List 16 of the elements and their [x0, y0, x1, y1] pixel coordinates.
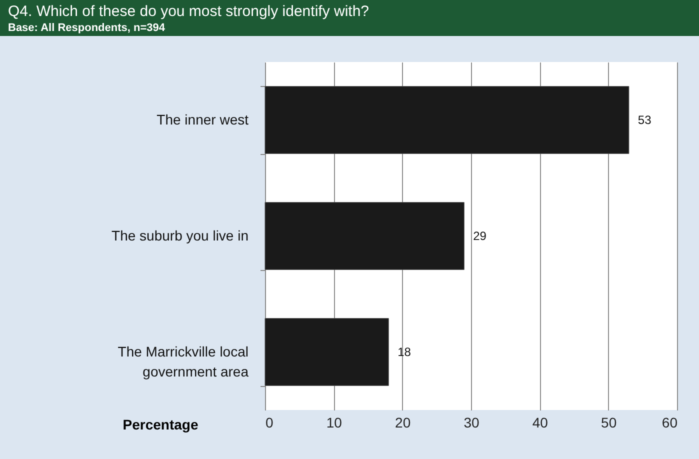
- x-tick-label: 40: [532, 414, 548, 430]
- data-label: 18: [398, 345, 412, 359]
- y-tick-label: The suburb you live in: [112, 228, 248, 244]
- data-label: 29: [473, 229, 487, 243]
- text: Base: All Respondents, n=394: [8, 22, 166, 34]
- x-tick-label: 60: [662, 414, 678, 430]
- x-tick-label: 10: [326, 414, 342, 430]
- x-tick-label: 50: [601, 414, 617, 430]
- x-tick-label: 0: [266, 414, 274, 430]
- y-tick-label: The Marrickville local government area: [118, 344, 249, 380]
- y-tick-label: The inner west: [156, 112, 249, 128]
- x-axis-title: Percentage: [122, 416, 198, 432]
- x-tick-label: 20: [395, 414, 411, 430]
- data-label: 53: [638, 113, 652, 127]
- x-tick-label: 30: [464, 414, 480, 430]
- chart-title: Q4. Which of these do you most strongly identify with?: [8, 3, 370, 20]
